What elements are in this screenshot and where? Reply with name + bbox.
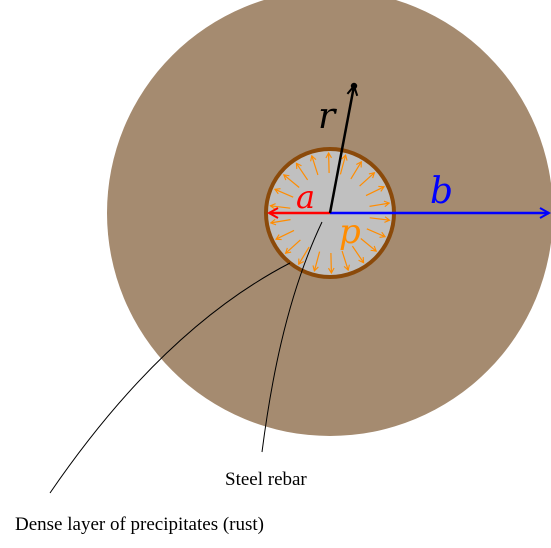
pressure-arrow (282, 174, 300, 188)
pressure-arrow (351, 245, 365, 264)
pressure-arrow (295, 162, 309, 181)
radius-r-endpoint (350, 82, 358, 90)
pressure-arrow (298, 246, 310, 266)
pressure-arrow (312, 251, 321, 272)
pressure-arrow (310, 154, 319, 176)
pressure-arrow (341, 250, 350, 272)
steel-rebar-caption: Steel rebar (225, 469, 307, 490)
radius-r-arrow (328, 86, 354, 214)
pressure-arrow (366, 228, 387, 238)
rebar-leader-line (261, 221, 323, 453)
label-b: b (430, 171, 453, 212)
pressure-arrow (369, 200, 391, 208)
pressure-arrow (369, 216, 391, 223)
pressure-arrow (327, 252, 335, 275)
pressure-arrow (273, 188, 294, 198)
pressure-arrow (269, 218, 291, 226)
pressure-arrow (339, 154, 348, 175)
pressure-arrow (274, 229, 295, 241)
rust-layer-caption: Dense layer of precipitates (rust) (15, 514, 264, 535)
pressure-arrow (350, 160, 362, 180)
pressure-arrow (269, 203, 291, 210)
pressure-arrow (360, 238, 378, 252)
label-a: a (296, 178, 315, 216)
pressure-arrow (365, 185, 386, 197)
label-r: r (318, 96, 337, 137)
pressure-arrow (325, 151, 333, 174)
label-p: p (339, 212, 361, 252)
pressure-arrow (359, 171, 376, 187)
pressure-arrow (284, 239, 301, 255)
rust-leader-line (49, 262, 291, 494)
pressure-arrows (269, 151, 391, 275)
